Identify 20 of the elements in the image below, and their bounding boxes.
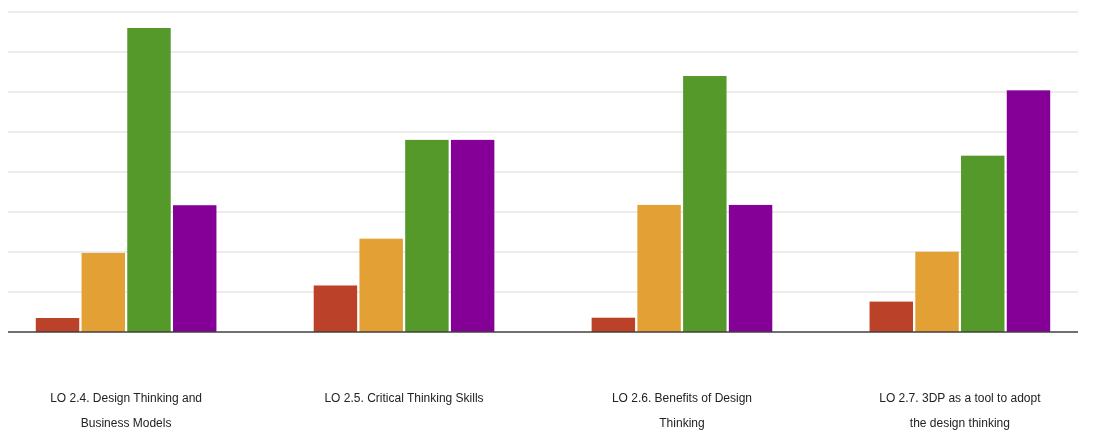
bar [81,252,125,332]
bar [961,155,1005,332]
x-tick-label: LO 2.7. 3DP as a tool to adopt the design thinking [879,391,1042,430]
x-tick-label: LO 2.6. Benefits of Design Thinking [611,391,753,430]
bar [127,28,171,332]
bar [591,317,636,332]
bar [450,139,495,332]
x-tick-label: LO 2.5. Critical Thinking Skills [324,391,484,405]
bar [728,204,773,332]
x-tick-label: LO 2.4. Design Thinking and Business Models [50,391,203,430]
bar [405,139,449,332]
bar [915,251,959,332]
bar [637,204,681,332]
bar [1006,90,1051,332]
bar [313,285,358,332]
bar [359,238,403,332]
bar [35,318,80,332]
bar [172,205,217,332]
bar [683,76,727,332]
bar [869,301,914,332]
